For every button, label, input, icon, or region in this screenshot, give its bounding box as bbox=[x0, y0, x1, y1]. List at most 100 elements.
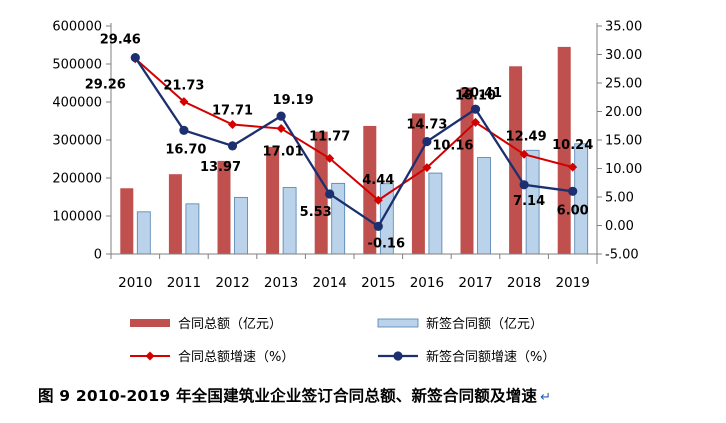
bar-contract-total-2018 bbox=[509, 66, 523, 254]
legend-label-contract-total: 合同总额（亿元） bbox=[178, 317, 282, 332]
y-right-tick-label: 20.00 bbox=[605, 105, 642, 120]
marker-total-growth-2018 bbox=[519, 149, 529, 159]
y-right-tick-label: 15.00 bbox=[605, 134, 642, 149]
bar-new-contract-2010 bbox=[136, 211, 151, 255]
data-label-new-growth-2013: 19.19 bbox=[273, 93, 314, 108]
bars-layer bbox=[120, 46, 589, 255]
marker-total-growth-2019 bbox=[568, 162, 578, 172]
x-tick-label: 2014 bbox=[313, 275, 347, 291]
marker-new-growth-2014 bbox=[325, 189, 335, 199]
x-tick-label: 2017 bbox=[458, 275, 492, 291]
y-left-tick-label: 300000 bbox=[52, 134, 102, 149]
y-right-tick-label: 5.00 bbox=[605, 191, 634, 206]
caption-text: 图 9 2010-2019 年全国建筑业企业签订合同总额、新签合同额及增速 bbox=[38, 387, 538, 405]
marker-total-growth-2012 bbox=[228, 120, 237, 130]
x-tick-label: 2011 bbox=[167, 275, 201, 291]
marker-total-growth-2015 bbox=[373, 195, 383, 205]
y-left-tick-label: 500000 bbox=[52, 58, 102, 73]
data-label-new-growth-2011: 16.70 bbox=[165, 142, 206, 157]
legend-swatch-new-contract bbox=[377, 318, 419, 328]
legend: 合同总额（亿元） 新签合同额（亿元） 合同总额增速（%） 新签合同额增速（%） bbox=[130, 316, 555, 365]
figure-caption: 图 9 2010-2019 年全国建筑业企业签订合同总额、新签合同额及增速 ↵ bbox=[38, 384, 551, 406]
bar-contract-total-2012 bbox=[217, 160, 231, 254]
y-right-tick-label: 0.00 bbox=[605, 219, 634, 234]
x-tick-label: 2019 bbox=[556, 275, 590, 291]
bar-new-contract-2011 bbox=[185, 203, 200, 255]
marker-total-growth-2013 bbox=[276, 124, 286, 134]
y-left-tick-label: 400000 bbox=[52, 96, 102, 111]
x-tick-label: 2010 bbox=[118, 275, 152, 291]
bar-new-contract-2013 bbox=[282, 187, 297, 255]
marker-new-growth-2015 bbox=[373, 221, 383, 232]
bar-contract-total-2017 bbox=[460, 87, 474, 254]
data-label-new-growth-2015: -0.16 bbox=[368, 236, 405, 251]
line-total-growth bbox=[134, 57, 573, 202]
data-label-total-growth-2019: 10.24 bbox=[552, 138, 593, 153]
marker-new-growth-2010 bbox=[130, 52, 140, 63]
legend-label-new-growth: 新签合同额增速（%） bbox=[426, 349, 555, 365]
legend-marker-total-growth bbox=[145, 351, 155, 361]
marker-new-growth-2019 bbox=[568, 186, 578, 196]
bar-new-contract-2016 bbox=[428, 172, 443, 255]
marker-new-growth-2016 bbox=[422, 136, 432, 147]
data-label-total-growth-2013: 17.01 bbox=[263, 145, 304, 160]
marker-total-growth-2014 bbox=[325, 153, 335, 163]
data-label-new-growth-2017: 20.41 bbox=[461, 86, 502, 101]
bar-contract-total-2011 bbox=[168, 174, 182, 254]
data-label-total-growth-2016: 10.16 bbox=[432, 139, 473, 154]
x-tick-label: 2013 bbox=[264, 275, 298, 291]
data-label-new-growth-2012: 13.97 bbox=[200, 160, 241, 175]
axes-layer: 0 100000 200000 300000 400000 500000 600000 -5.… bbox=[52, 20, 642, 292]
y-right-tick-label: 25.00 bbox=[605, 77, 642, 92]
marker-new-growth-2012 bbox=[227, 141, 238, 151]
x-tick-label: 2012 bbox=[215, 275, 249, 291]
marker-new-growth-2017 bbox=[470, 104, 481, 114]
bar-contract-total-2016 bbox=[411, 113, 425, 255]
marker-total-growth-2011 bbox=[179, 97, 189, 107]
data-label-total-growth-2011: 21.73 bbox=[163, 79, 204, 94]
data-label-total-growth-2014: 11.77 bbox=[309, 129, 350, 144]
legend-swatch-contract-total bbox=[130, 319, 170, 327]
line-new-growth bbox=[134, 56, 573, 229]
y-left-tick-label: 0 bbox=[94, 248, 102, 263]
marker-new-growth-2013 bbox=[276, 111, 286, 121]
chart: 0 100000 200000 300000 400000 500000 600000 -5.… bbox=[52, 20, 642, 366]
y-right-tick-label: 30.00 bbox=[605, 48, 642, 63]
bar-new-contract-2019 bbox=[574, 143, 589, 255]
data-label-new-growth-2018: 7.14 bbox=[513, 194, 545, 209]
data-label-total-growth-2017: 18.10 bbox=[455, 88, 496, 103]
bar-contract-total-2010 bbox=[120, 188, 134, 254]
return-mark-icon: ↵ bbox=[540, 390, 552, 405]
legend-label-new-contract: 新签合同额（亿元） bbox=[426, 316, 543, 332]
y-right-tick-label: 35.00 bbox=[605, 20, 642, 35]
bar-new-contract-2012 bbox=[234, 196, 248, 255]
x-tick-label: 2016 bbox=[410, 275, 444, 291]
bar-new-contract-2017 bbox=[477, 157, 491, 255]
data-labels-layer: 29.26 21.73 17.71 17.01 11.77 4.44 10.16 18.10 1… bbox=[85, 33, 594, 252]
y-left-tick-label: 200000 bbox=[52, 172, 102, 187]
data-label-total-growth-2018: 12.49 bbox=[506, 129, 547, 144]
x-tick-label: 2015 bbox=[361, 275, 395, 291]
y-right-tick-label: -5.00 bbox=[605, 248, 639, 263]
data-label-new-growth-2016: 14.73 bbox=[406, 118, 447, 133]
marker-new-growth-2018 bbox=[519, 180, 529, 190]
data-label-new-growth-2019: 6.00 bbox=[557, 203, 589, 218]
marker-new-growth-2011 bbox=[179, 125, 189, 135]
x-tick-label: 2018 bbox=[507, 275, 541, 291]
marker-total-growth-2017 bbox=[471, 117, 480, 127]
marker-total-growth-2016 bbox=[422, 163, 432, 173]
bar-contract-total-2014 bbox=[314, 131, 328, 254]
data-label-total-growth-2012: 17.71 bbox=[212, 104, 253, 119]
y-left-tick-label: 100000 bbox=[52, 210, 102, 225]
lines-layer bbox=[130, 52, 578, 232]
legend-marker-new-growth bbox=[393, 351, 403, 361]
y-left-tick-label: 600000 bbox=[52, 20, 102, 35]
legend-label-total-growth: 合同总额增速（%） bbox=[178, 350, 294, 365]
y-right-tick-label: 10.00 bbox=[605, 162, 642, 177]
data-label-new-growth-2014: 5.53 bbox=[300, 205, 332, 220]
data-label-new-growth-2010: 29.46 bbox=[100, 33, 141, 48]
data-label-total-growth-2015: 4.44 bbox=[362, 173, 394, 188]
bar-contract-total-2019 bbox=[557, 46, 571, 255]
data-label-total-growth-2010: 29.26 bbox=[85, 78, 126, 93]
bar-contract-total-2013 bbox=[266, 146, 280, 254]
